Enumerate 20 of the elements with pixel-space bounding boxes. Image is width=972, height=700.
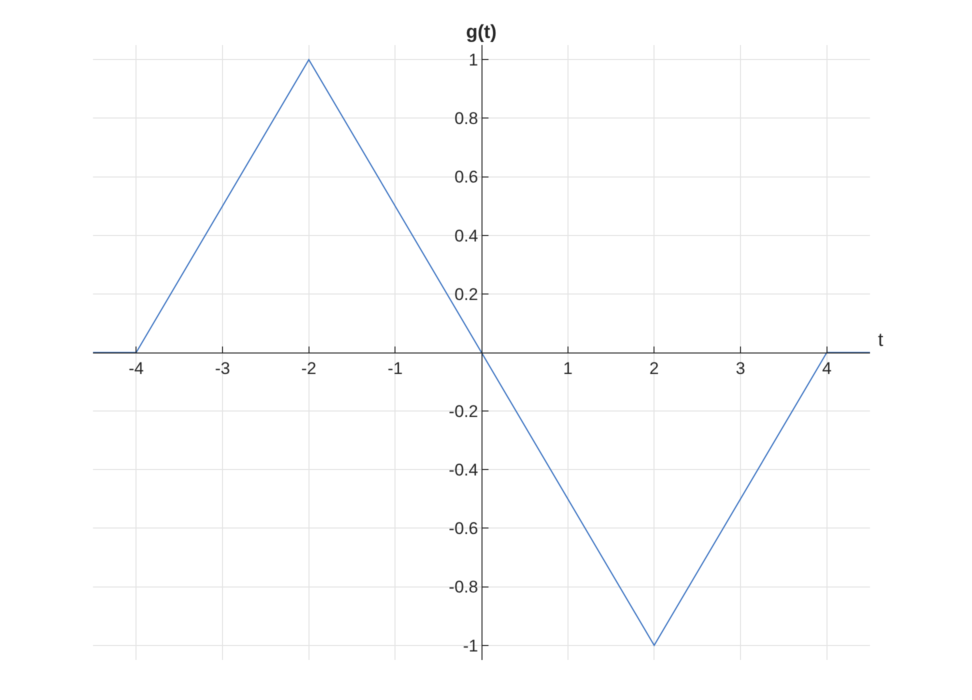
y-tick-label: -0.8 (448, 578, 478, 597)
x-tick-label: 4 (822, 358, 832, 378)
x-tick-label: 3 (736, 358, 746, 378)
x-axis-title: t (878, 330, 884, 351)
x-tick-label: -2 (301, 358, 316, 378)
y-axis-title: g(t) (466, 22, 497, 43)
y-tick-label: 0.8 (454, 109, 478, 128)
y-tick-label: 0.4 (454, 226, 478, 246)
y-tick-label: 0.6 (454, 168, 478, 187)
x-tick-label: 2 (649, 358, 659, 378)
x-tick-label: -4 (128, 358, 144, 378)
y-tick-label: -0.2 (448, 402, 478, 422)
y-tick-label: -0.4 (448, 460, 478, 480)
x-tick-label: 1 (563, 358, 573, 378)
y-tick-label: 0.2 (454, 284, 478, 304)
y-tick-label: -0.6 (448, 519, 478, 538)
x-tick-label: -3 (214, 358, 230, 378)
y-tick-label: -1 (462, 636, 478, 656)
y-tick-label: 1 (468, 50, 478, 70)
x-tick-label: -1 (388, 358, 403, 378)
